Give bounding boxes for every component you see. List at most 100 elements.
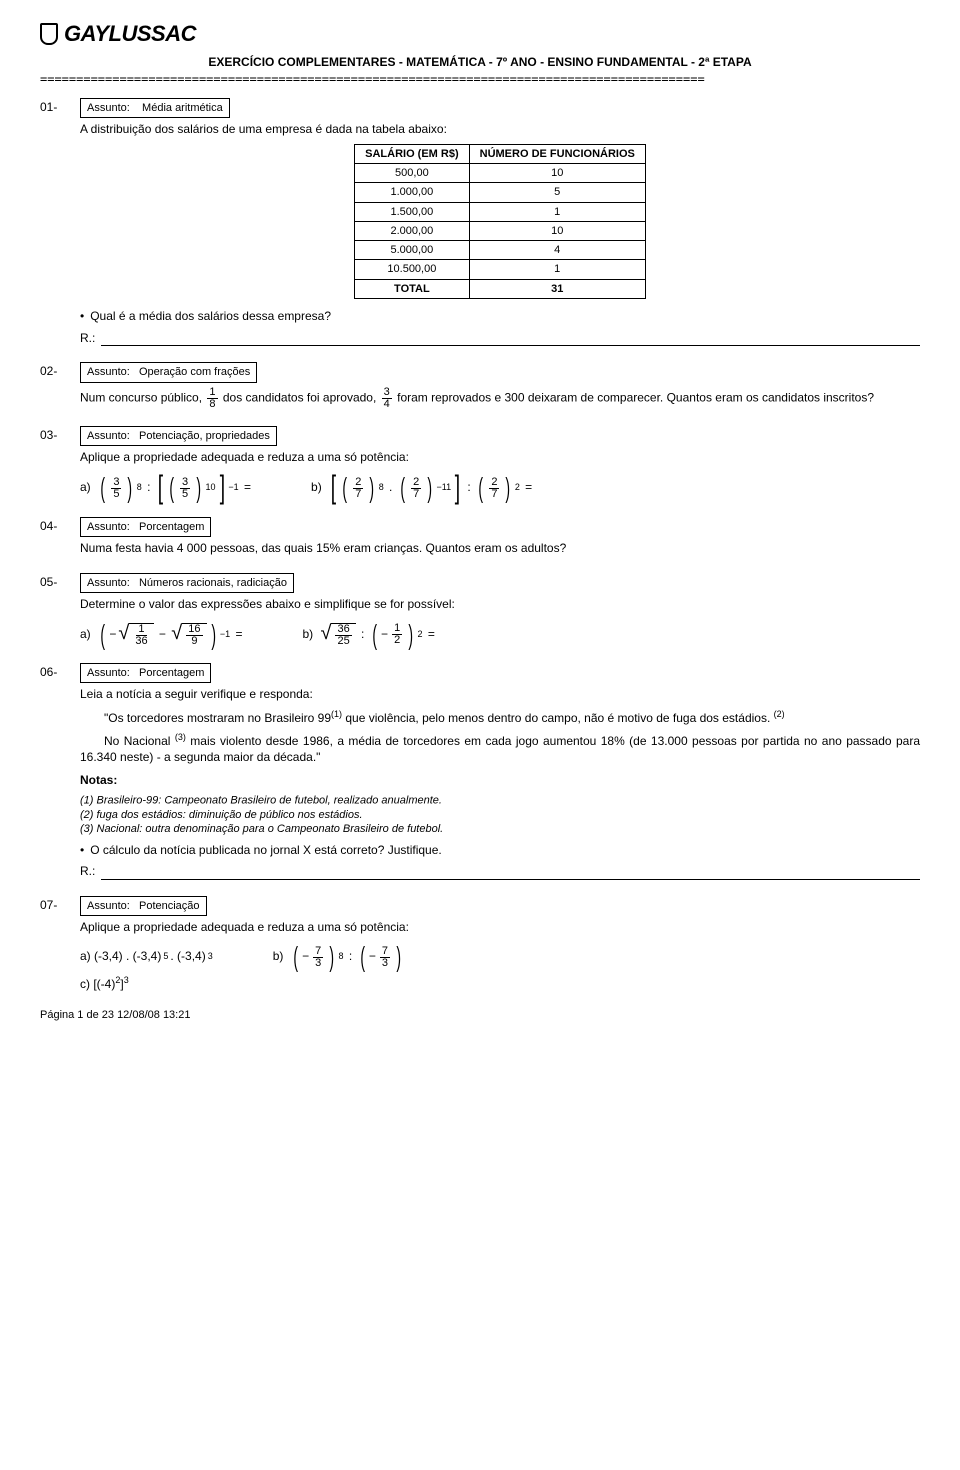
q05-b: b) √3625 : ( −12 )2 =	[302, 623, 434, 647]
q04-assunto: Porcentagem	[139, 521, 204, 533]
q07-math-row: a) (-3,4) . (-3,4)5 . (-3,4)3 b) (−73)8 …	[80, 946, 920, 969]
question-03: 03- Assunto: Potenciação, propriedades A…	[40, 426, 920, 501]
assunto-label: Assunto:	[87, 102, 130, 114]
frac-num: 7	[313, 946, 323, 958]
table-cell: 1	[469, 260, 645, 279]
assunto-label: Assunto:	[87, 900, 130, 912]
q06-response-line: R.:	[80, 864, 920, 880]
q07-b: b) (−73)8 : (−73)	[273, 946, 404, 969]
q06-quote2: No Nacional (3) mais violento desde 1986…	[80, 732, 920, 765]
q03-b-label: b)	[311, 480, 322, 496]
q03-assunto: Potenciação, propriedades	[139, 430, 270, 442]
frac-den: 5	[180, 489, 190, 500]
q01-bullet: Qual é a média dos salários dessa empres…	[80, 309, 920, 325]
sup: (2)	[774, 709, 785, 719]
table-cell: 5.000,00	[355, 241, 470, 260]
table-cell: 5	[469, 183, 645, 202]
table-cell: 1	[469, 202, 645, 221]
sup: 8	[137, 482, 142, 494]
table-col1-header: SALÁRIO (EM R$)	[355, 144, 470, 163]
logo: GAYLUSSAC	[40, 20, 920, 49]
page-header: EXERCÍCIO COMPLEMENTARES - MATEMÁTICA - …	[40, 55, 920, 71]
note-item: (2) fuga dos estádios: diminuição de púb…	[80, 808, 920, 822]
frac-num: 3	[180, 477, 190, 489]
question-06: 06- Assunto: Porcentagem Leia a notícia …	[40, 663, 920, 880]
sup: (1)	[331, 709, 342, 719]
q07-intro: Aplique a propriedade adequada e reduza …	[80, 920, 920, 936]
frac-num: 2	[489, 477, 499, 489]
frac-den: 7	[411, 489, 421, 500]
q01-bullet-text: Qual é a média dos salários dessa empres…	[90, 309, 331, 325]
q07-c-label: c) [(-4)	[80, 977, 115, 991]
q06-number: 06-	[40, 663, 68, 681]
notes-title: Notas:	[80, 773, 920, 789]
q06-q1a: "Os torcedores mostraram no Brasileiro 9…	[104, 711, 331, 725]
q07-a-label: a) (-3,4) . (-3,4)	[80, 949, 161, 965]
q05-intro: Determine o valor das expressões abaixo …	[80, 597, 920, 613]
frac-den: 3	[380, 958, 390, 969]
q06-quote1: "Os torcedores mostraram no Brasileiro 9…	[80, 709, 920, 727]
table-cell: 1.000,00	[355, 183, 470, 202]
assunto-label: Assunto:	[87, 521, 130, 533]
q06-notes: Notas: (1) Brasileiro-99: Campeonato Bra…	[80, 773, 920, 836]
q04-number: 04-	[40, 517, 68, 535]
q07-assunto-box: Assunto: Potenciação	[80, 896, 207, 916]
note1: (1) Brasileiro-99: Campeonato Brasileiro…	[80, 795, 442, 807]
frac-den: 9	[189, 636, 199, 647]
frac-num: 16	[186, 624, 202, 636]
q01-response-line: R.:	[80, 331, 920, 347]
fraction: 34	[382, 387, 392, 410]
sup: 3	[208, 951, 213, 963]
q06-q1b: que violência, pelo menos dentro do camp…	[342, 711, 774, 725]
page-footer: Página 1 de 23 12/08/08 13:21	[40, 1008, 920, 1022]
table-col2-header: NÚMERO DE FUNCIONÁRIOS	[469, 144, 645, 163]
sup: −1	[228, 482, 238, 494]
assunto-label: Assunto:	[87, 430, 130, 442]
q06-bullet: O cálculo da notícia publicada no jornal…	[80, 843, 920, 859]
divider: ========================================…	[40, 72, 920, 88]
resp-label: R.:	[80, 331, 95, 347]
frac-den: 7	[353, 489, 363, 500]
table-cell: 500,00	[355, 163, 470, 182]
q07-b-label: b)	[273, 949, 284, 965]
q02-text: Num concurso público, 18 dos candidatos …	[80, 387, 920, 410]
q06-q2b: mais violento desde 1986, a média de tor…	[80, 734, 920, 764]
sup: 10	[206, 482, 216, 494]
sup: 8	[379, 482, 384, 494]
table-cell: 10	[469, 221, 645, 240]
q01-intro: A distribuição dos salários de uma empre…	[80, 122, 920, 138]
sup: 2	[515, 482, 520, 494]
q05-a-label: a)	[80, 627, 91, 643]
q03-b: b) [ ( 27 )8 . ( 27 )−11 ] : ( 27 )2 =	[311, 475, 532, 501]
frac-num: 2	[353, 477, 363, 489]
assunto-label: Assunto:	[87, 667, 130, 679]
table-cell: 31	[469, 279, 645, 298]
logo-text: GAYLUSSAC	[64, 20, 196, 49]
frac-den: 36	[133, 636, 149, 647]
frac-num: 2	[411, 477, 421, 489]
question-05: 05- Assunto: Números racionais, radiciaç…	[40, 573, 920, 647]
note-item: (1) Brasileiro-99: Campeonato Brasileiro…	[80, 791, 920, 808]
table-cell: 10.500,00	[355, 260, 470, 279]
q04-assunto-box: Assunto: Porcentagem	[80, 517, 211, 537]
q07-a: a) (-3,4) . (-3,4)5 . (-3,4)3	[80, 946, 213, 969]
sup: −1	[220, 629, 230, 641]
q02-p1: Num concurso público,	[80, 390, 205, 404]
q02-p3: foram reprovados e 300 deixaram de compa…	[397, 390, 874, 404]
q05-assunto: Números racionais, radiciação	[139, 577, 287, 589]
q05-number: 05-	[40, 573, 68, 591]
table-cell: 1.500,00	[355, 202, 470, 221]
note2: (2) fuga dos estádios: diminuição de púb…	[80, 809, 363, 821]
question-07: 07- Assunto: Potenciação Aplique a propr…	[40, 896, 920, 992]
q01-assunto: Média aritmética	[142, 102, 223, 114]
q03-intro: Aplique a propriedade adequada e reduza …	[80, 450, 920, 466]
sup: −11	[437, 482, 452, 494]
frac-den: 25	[335, 636, 351, 647]
q03-a: a) ( 35 )8 : [ ( 35 )10 ]−1 =	[80, 475, 251, 501]
q07-number: 07-	[40, 896, 68, 914]
frac-num: 3	[382, 387, 392, 399]
sup: 8	[339, 951, 344, 963]
q06-assunto-box: Assunto: Porcentagem	[80, 663, 211, 683]
sup: 2	[418, 629, 423, 641]
table-cell: 10	[469, 163, 645, 182]
